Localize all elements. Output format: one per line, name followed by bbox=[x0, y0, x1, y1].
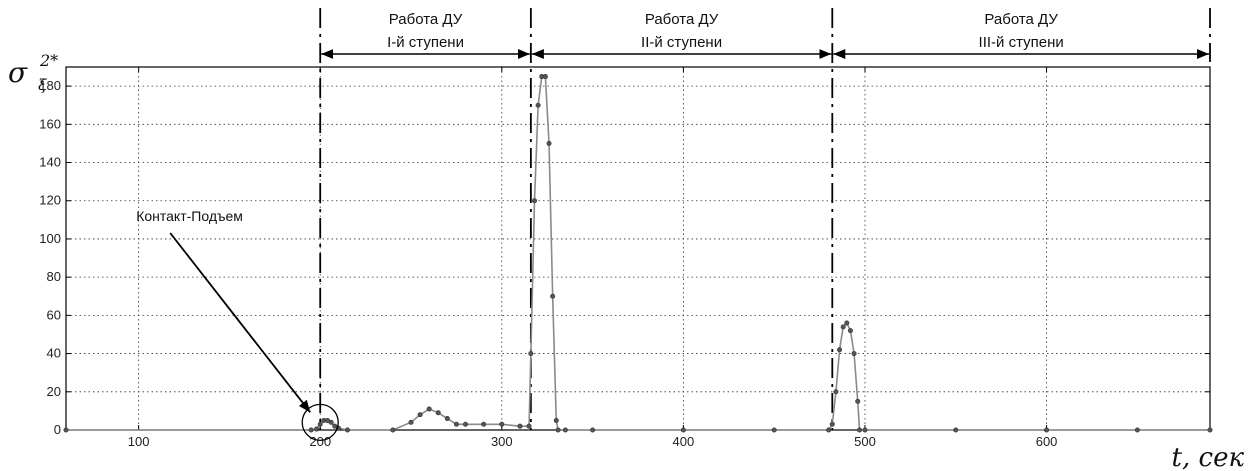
data-point bbox=[344, 427, 350, 433]
data-point bbox=[847, 328, 853, 334]
data-point bbox=[550, 293, 556, 299]
y-axis-label-superscript: 2* bbox=[39, 51, 58, 70]
data-point bbox=[862, 427, 868, 433]
phase-label-line1: Работа ДУ bbox=[645, 11, 719, 28]
data-point bbox=[526, 423, 532, 429]
annotation-circle bbox=[301, 403, 339, 442]
data-point bbox=[528, 351, 534, 357]
data-point bbox=[840, 324, 846, 330]
series-line bbox=[66, 75, 1210, 431]
data-point bbox=[317, 421, 323, 427]
data-point bbox=[953, 427, 959, 433]
data-point bbox=[590, 427, 596, 433]
data-point bbox=[771, 427, 777, 433]
data-point bbox=[499, 421, 505, 427]
y-tick-label: 120 bbox=[39, 193, 61, 208]
axis-labels: σ 2* ξ t, сек bbox=[8, 51, 1244, 471]
data-point bbox=[555, 427, 561, 433]
data-point bbox=[680, 427, 686, 433]
data-point bbox=[857, 427, 863, 433]
x-tick-label: 500 bbox=[854, 434, 876, 449]
data-point bbox=[308, 427, 314, 433]
y-tick-label: 20 bbox=[47, 384, 61, 399]
y-tick-label: 100 bbox=[39, 231, 61, 246]
data-point bbox=[826, 427, 832, 433]
y-axis-label-symbol: σ bbox=[8, 56, 28, 89]
data-point bbox=[444, 416, 450, 422]
data-point bbox=[844, 320, 850, 326]
x-tick-label: 100 bbox=[128, 434, 150, 449]
data-point bbox=[426, 406, 432, 412]
data-point bbox=[328, 419, 334, 425]
data-point bbox=[851, 351, 857, 357]
data-point bbox=[542, 74, 548, 80]
data-point bbox=[314, 426, 320, 432]
plot-area-frame bbox=[65, 66, 1211, 431]
y-tick-label: 0 bbox=[54, 422, 61, 437]
x-tick-label: 300 bbox=[491, 434, 513, 449]
phase-label-line2: III-й ступени bbox=[979, 34, 1064, 51]
phase-label-line1: Работа ДУ bbox=[984, 11, 1058, 28]
data-point bbox=[417, 412, 423, 418]
phase-markers: Работа ДУ I-й ступени Работа ДУ II-й ступен… bbox=[319, 8, 1211, 430]
data-point bbox=[531, 198, 537, 204]
x-tick-label: 400 bbox=[673, 434, 695, 449]
x-axis-label: t, сек bbox=[1172, 443, 1245, 471]
phase-label-line2: II-й ступени bbox=[641, 34, 722, 51]
x-tick-label: 600 bbox=[1036, 434, 1058, 449]
grid-lines bbox=[66, 67, 1210, 430]
y-axis-label-subscript: ξ bbox=[38, 76, 47, 94]
data-point bbox=[829, 421, 835, 427]
data-point bbox=[837, 347, 843, 353]
data-point bbox=[63, 427, 69, 433]
y-tick-label: 80 bbox=[47, 269, 61, 284]
data-point bbox=[546, 140, 552, 146]
annotation-arrow bbox=[169, 232, 311, 413]
y-tick-label: 140 bbox=[39, 155, 61, 170]
data-point bbox=[1134, 427, 1140, 433]
data-point bbox=[1207, 427, 1213, 433]
phase-label-line2: I-й ступени bbox=[387, 34, 464, 51]
axis-ticks: 0 20 40 60 80 100 120 140 160 180 100 200 300 400 500 6… bbox=[39, 67, 1210, 449]
data-point bbox=[408, 419, 414, 425]
data-point bbox=[435, 410, 441, 416]
data-point bbox=[855, 398, 861, 404]
y-tick-label: 180 bbox=[39, 78, 61, 93]
data-point bbox=[833, 389, 839, 395]
data-point bbox=[462, 421, 468, 427]
data-point bbox=[535, 102, 541, 108]
data-point bbox=[517, 423, 523, 429]
data-point bbox=[390, 427, 396, 433]
x-tick-label: 200 bbox=[309, 434, 331, 449]
y-tick-label: 60 bbox=[47, 307, 61, 322]
y-tick-label: 160 bbox=[39, 116, 61, 131]
phase-label-line1: Работа ДУ bbox=[389, 11, 463, 28]
annotation-label: Контакт-Подъем bbox=[136, 208, 243, 224]
data-point bbox=[562, 427, 568, 433]
annotations: Контакт-Подъем bbox=[136, 208, 339, 442]
data-series bbox=[63, 74, 1213, 433]
data-point bbox=[1044, 427, 1050, 433]
data-point bbox=[453, 421, 459, 427]
data-point bbox=[481, 421, 487, 427]
y-tick-label: 40 bbox=[47, 346, 61, 361]
data-point bbox=[553, 417, 559, 423]
